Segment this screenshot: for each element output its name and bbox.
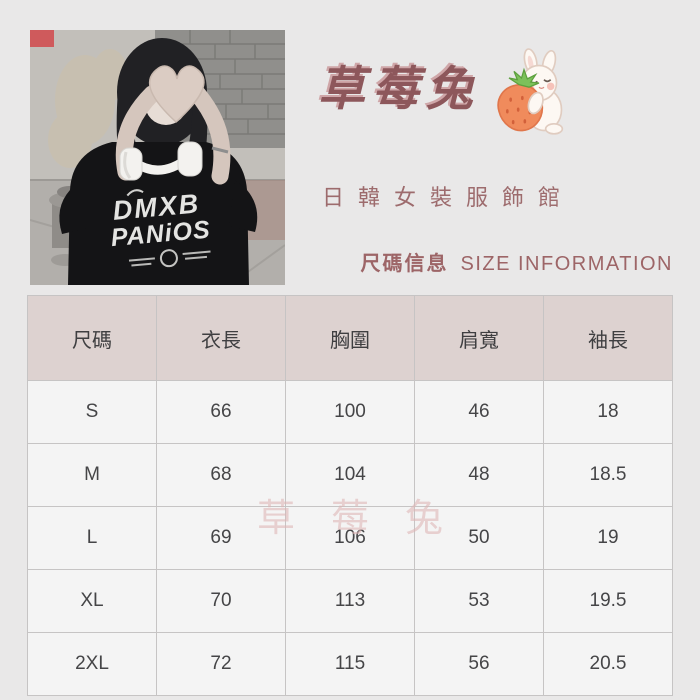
model-figure: DMXB PANiOS <box>59 38 258 285</box>
table-cell: 20.5 <box>543 632 673 696</box>
table-cell: 69 <box>156 506 286 570</box>
brand-subtitle: 日韓女裝服飾館 <box>322 185 575 210</box>
column-header: 衣長 <box>156 295 286 381</box>
table-cell: 19.5 <box>543 569 673 633</box>
table-cell: 56 <box>414 632 544 696</box>
rabbit-eye-right <box>543 79 552 83</box>
wall-stains <box>48 49 128 168</box>
size-information-heading: 尺碼信息 SIZE INFORMATION <box>320 247 673 276</box>
table-cell: 104 <box>285 443 415 507</box>
table-cell: 113 <box>285 569 415 633</box>
size-table-header-row: 尺碼 衣長 胸圍 肩寬 袖長 <box>27 295 673 381</box>
column-header: 尺碼 <box>27 295 157 381</box>
table-row: 2XL 72 115 56 20.5 <box>27 632 673 696</box>
column-header: 袖長 <box>543 295 673 381</box>
table-cell: 19 <box>543 506 673 570</box>
table-cell: 18 <box>543 380 673 444</box>
rabbit-foot <box>544 123 564 135</box>
table-cell: 53 <box>414 569 544 633</box>
table-cell: 46 <box>414 380 544 444</box>
brand-title: 草莓兔 <box>318 62 480 115</box>
column-header: 肩寬 <box>414 295 544 381</box>
table-cell: 66 <box>156 380 286 444</box>
rabbit-paw <box>527 91 544 115</box>
column-header: 胸圍 <box>285 295 415 381</box>
table-row: M 68 104 48 18.5 <box>27 443 673 507</box>
table-cell: 48 <box>414 443 544 507</box>
size-table-body: S 66 100 46 18 M 68 104 48 18.5 L 69 106 50 19 XL 70 113 5… <box>27 380 673 696</box>
table-cell: 106 <box>285 506 415 570</box>
table-row: S 66 100 46 18 <box>27 380 673 444</box>
product-photo: DMXB PANiOS <box>30 30 285 285</box>
table-cell: M <box>27 443 157 507</box>
size-info-label-cn: 尺碼信息 <box>360 253 449 275</box>
table-cell: S <box>27 380 157 444</box>
size-table: 尺碼 衣長 胸圍 肩寬 袖長 S 66 100 46 18 M 68 104 48 18.5 L 69 106 5… <box>27 295 673 696</box>
table-cell: 72 <box>156 632 286 696</box>
size-info-label-en: SIZE INFORMATION <box>460 253 673 275</box>
heart-hands <box>148 65 205 124</box>
table-cell: L <box>27 506 157 570</box>
table-cell: XL <box>27 569 157 633</box>
table-cell: 18.5 <box>543 443 673 507</box>
table-cell: 2XL <box>27 632 157 696</box>
strawberry-leaf <box>508 67 540 88</box>
table-cell: 70 <box>156 569 286 633</box>
model-photo-illustration: DMXB PANiOS <box>30 30 285 285</box>
table-row: XL 70 113 53 19.5 <box>27 569 673 633</box>
bracelet <box>211 146 229 154</box>
table-cell: 100 <box>285 380 415 444</box>
red-corner-patch <box>30 30 54 47</box>
rabbit-strawberry-icon <box>487 48 571 138</box>
table-row: L 69 106 50 19 <box>27 506 673 570</box>
table-cell: 68 <box>156 443 286 507</box>
table-cell: 50 <box>414 506 544 570</box>
headphones <box>119 141 203 181</box>
table-cell: 115 <box>285 632 415 696</box>
black-tshirt <box>68 142 249 285</box>
